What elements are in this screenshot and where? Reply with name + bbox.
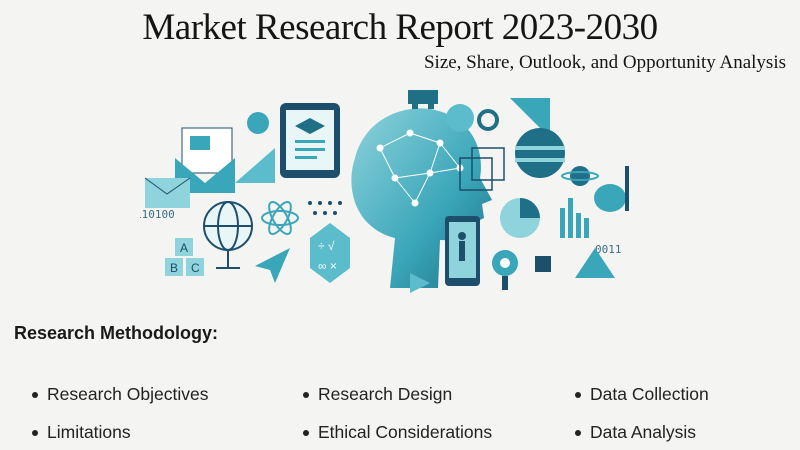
svg-text:÷ √: ÷ √ [318,239,335,253]
item-label: Data Collection [590,384,709,404]
item-label: Research Design [318,384,453,404]
methodology-item: Ethical Considerations [303,422,492,443]
item-label: Ethical Considerations [318,422,493,442]
page-title: Market Research Report 2023-2030 [142,7,658,48]
palette-icon [594,166,629,212]
svg-text:C: C [191,261,200,275]
saturn-icon [561,166,599,186]
dot-grid-decoration [308,201,342,215]
page-subtitle: Size, Share, Outlook, and Opportunity An… [423,52,786,73]
methodology-item: Research Objectives [32,384,208,405]
binary-decoration: 110100 [140,208,175,221]
methodology-item: Data Collection [575,384,709,405]
methodology-heading: Research Methodology: [14,323,219,343]
svg-text:B: B [170,261,178,275]
bullet-icon [32,391,38,398]
bullet-icon [303,391,309,398]
tablet-education-icon [280,103,340,178]
pixel-invader-icon [408,90,438,109]
ai-head-illustration: 110100 A B C ÷ √ ∞ × 0011 [140,90,629,293]
globe-icon [203,201,253,269]
atom-icon [261,201,299,235]
webcam-icon [492,250,518,290]
svg-text:∞ ×: ∞ × [318,259,337,273]
svg-text:A: A [180,241,188,255]
binary-decoration-2: 0011 [595,243,622,256]
pyramid-icon [575,248,615,278]
abc-blocks-icon: A B C [165,238,204,276]
item-label: Data Analysis [590,422,697,442]
bullet-icon [575,429,581,436]
calculator-icon: ÷ √ ∞ × [310,223,350,283]
apple-icon [446,104,474,132]
gear-icon-2 [477,109,499,131]
methodology-item: Limitations [32,422,131,443]
methodology-item: Research Design [303,384,452,405]
item-label: Limitations [47,422,131,442]
head-silhouette-icon [351,108,492,288]
gear-icon [247,112,269,134]
triangle-shape-icon [235,148,275,183]
cube-icon [459,147,505,191]
envelope-document-icon [144,127,235,208]
bullet-icon [32,429,38,436]
methodology-item: Data Analysis [575,422,696,443]
item-label: Research Objectives [47,384,209,404]
bullet-icon [575,391,581,398]
chip-icon [535,256,551,272]
bar-chart-icon [560,198,589,238]
paper-plane-icon [255,248,290,283]
planet-icon [515,128,565,178]
bullet-icon [303,429,309,436]
pie-chart-icon [500,198,540,238]
play-icon [410,273,430,293]
phone-presenter-icon [445,216,480,286]
